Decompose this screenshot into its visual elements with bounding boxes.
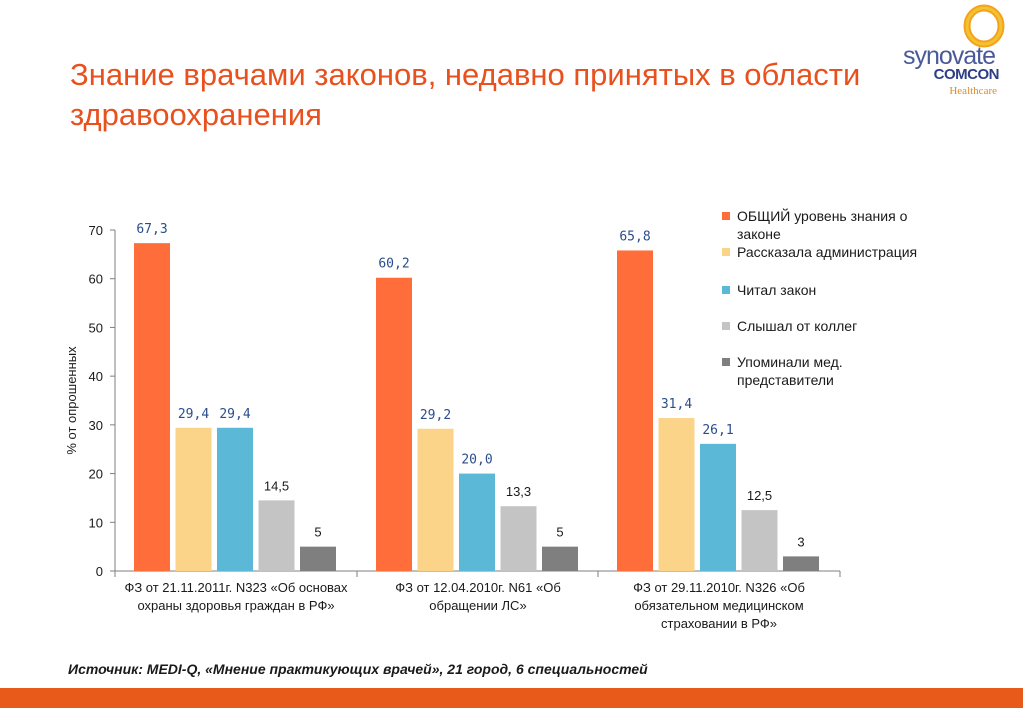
x-category-label: ФЗ от 12.04.2010г. N61 «Об обращении ЛС» [395, 580, 561, 613]
footer-bar [0, 688, 1023, 708]
legend-swatch [722, 286, 730, 294]
legend-swatch [722, 248, 730, 256]
bar-0-3 [258, 500, 295, 571]
legend-swatch [722, 212, 730, 220]
y-tick-label: 0 [96, 564, 103, 579]
logo-text-healthcare: Healthcare [949, 85, 997, 97]
legend-label: Слышал от коллег [737, 318, 858, 334]
bar-0-1 [175, 427, 212, 571]
legend-label: ОБЩИЙ уровень знания о законе [737, 208, 908, 242]
data-label: 3 [797, 534, 804, 549]
y-tick-label: 40 [89, 369, 103, 384]
bar-2-2 [700, 443, 736, 571]
data-label: 31,4 [661, 397, 692, 412]
data-label: 65,8 [619, 229, 650, 244]
y-tick-label: 20 [89, 467, 103, 482]
legend-swatch [722, 322, 730, 330]
data-label: 5 [314, 525, 321, 540]
bar-0-4 [300, 546, 336, 571]
logo-ring-icon [963, 4, 1005, 48]
y-tick-label: 50 [89, 320, 103, 335]
bar-0-0 [134, 243, 170, 571]
company-logo: synovate COMCON Healthcare [885, 4, 1015, 99]
legend-label: Рассказала администрация [737, 244, 918, 260]
y-tick-label: 60 [89, 272, 103, 287]
x-category-label: ФЗ от 29.11.2010г. N326 «Об обязательном… [633, 580, 805, 631]
logo-text-comcon: COMCON [933, 66, 1000, 83]
data-label: 14,5 [264, 478, 289, 493]
bar-2-0 [617, 250, 653, 571]
data-label: 60,2 [378, 257, 409, 272]
data-label: 5 [556, 525, 563, 540]
bar-2-3 [741, 510, 778, 571]
bar-1-1 [417, 428, 454, 571]
page-title: Знание врачами законов, недавно принятых… [70, 57, 861, 132]
y-axis-title: % от опрошенных [64, 346, 79, 455]
data-label: 12,5 [747, 488, 772, 503]
bar-1-0 [376, 277, 412, 571]
data-label: 20,0 [461, 453, 492, 468]
data-label: 26,1 [702, 423, 733, 438]
bar-2-1 [658, 418, 695, 571]
y-tick-label: 70 [89, 223, 103, 238]
bar-1-3 [500, 506, 537, 571]
legend-label: Упоминали мед. представители [737, 354, 843, 388]
legend-label: Читал закон [737, 282, 817, 298]
data-label: 29,4 [219, 407, 250, 422]
data-label: 29,4 [178, 407, 209, 422]
x-category-label: ФЗ от 21.11.2011г. N323 «Об основах охра… [124, 580, 348, 613]
data-label: 29,2 [420, 408, 451, 423]
y-tick-label: 10 [89, 515, 103, 530]
bar-1-4 [542, 546, 578, 571]
bar-2-4 [783, 556, 819, 571]
data-label: 67,3 [136, 222, 167, 237]
data-label: 13,3 [506, 484, 531, 499]
legend-swatch [722, 358, 730, 366]
source-note: Источник: MEDI-Q, «Мнение практикующих в… [68, 661, 648, 677]
y-tick-label: 30 [89, 418, 103, 433]
bar-0-2 [217, 427, 253, 571]
bar-1-2 [459, 473, 495, 571]
logo-text-synovate: synovate [902, 42, 996, 70]
